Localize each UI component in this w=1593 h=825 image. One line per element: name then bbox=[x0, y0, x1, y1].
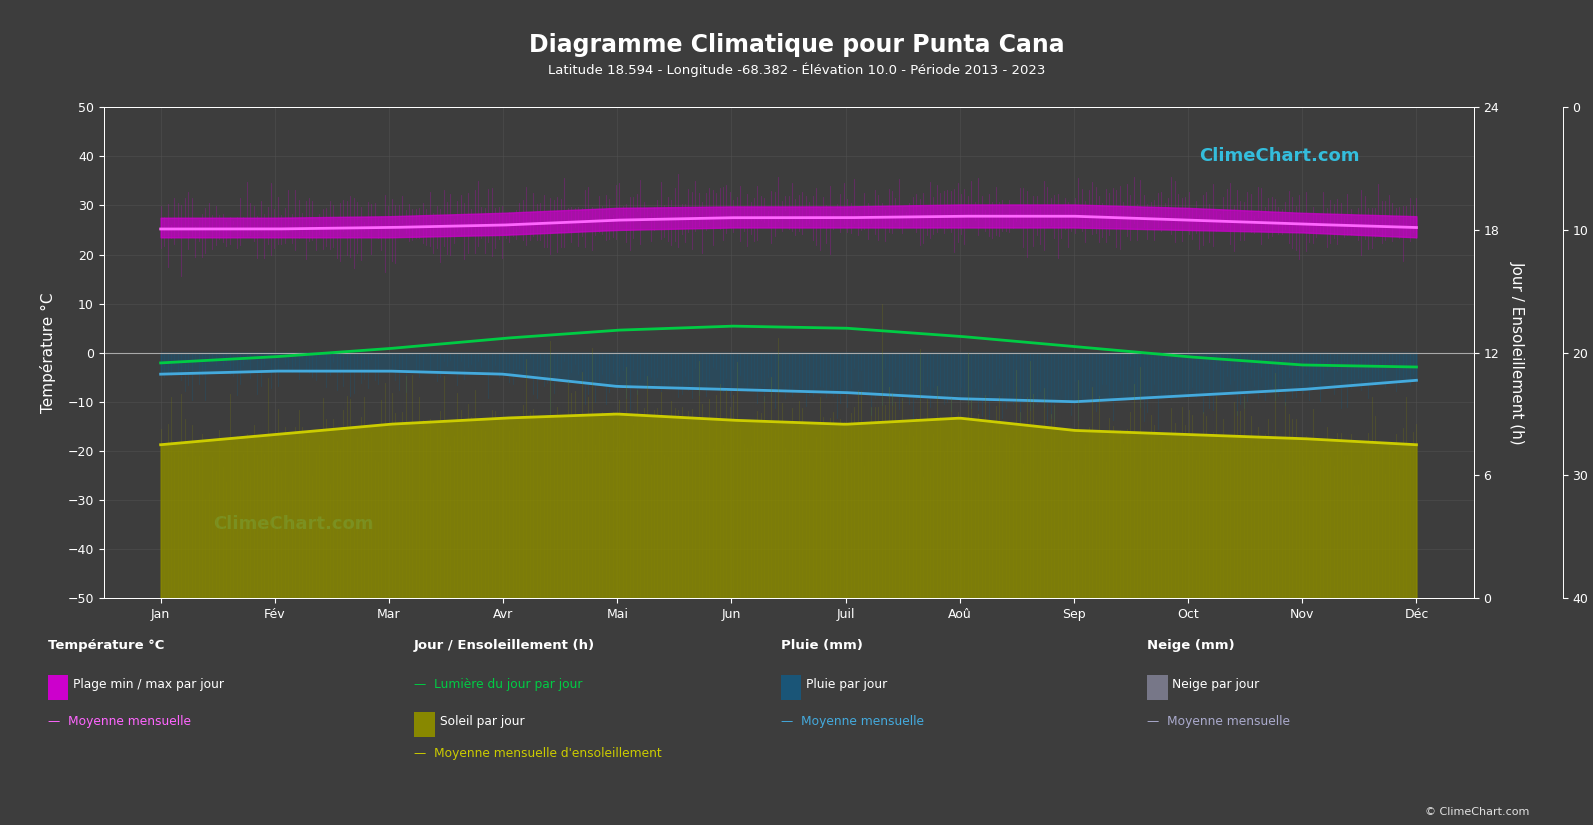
Text: —  Lumière du jour par jour: — Lumière du jour par jour bbox=[414, 678, 583, 691]
Y-axis label: Température °C: Température °C bbox=[40, 292, 56, 413]
Text: Pluie (mm): Pluie (mm) bbox=[781, 639, 862, 653]
Text: ClimeChart.com: ClimeChart.com bbox=[1200, 148, 1360, 165]
Text: Neige (mm): Neige (mm) bbox=[1147, 639, 1235, 653]
Text: Température °C: Température °C bbox=[48, 639, 164, 653]
Text: Neige par jour: Neige par jour bbox=[1172, 678, 1260, 691]
Text: Diagramme Climatique pour Punta Cana: Diagramme Climatique pour Punta Cana bbox=[529, 33, 1064, 58]
Text: Pluie par jour: Pluie par jour bbox=[806, 678, 887, 691]
Text: —  Moyenne mensuelle: — Moyenne mensuelle bbox=[781, 715, 924, 728]
Text: —  Moyenne mensuelle: — Moyenne mensuelle bbox=[1147, 715, 1290, 728]
Y-axis label: Jour / Ensoleillement (h): Jour / Ensoleillement (h) bbox=[1510, 261, 1525, 445]
Text: © ClimeChart.com: © ClimeChart.com bbox=[1424, 807, 1529, 817]
Text: Jour / Ensoleillement (h): Jour / Ensoleillement (h) bbox=[414, 639, 596, 653]
Text: ClimeChart.com: ClimeChart.com bbox=[213, 516, 374, 534]
Text: —  Moyenne mensuelle d'ensoleillement: — Moyenne mensuelle d'ensoleillement bbox=[414, 747, 663, 760]
Text: Plage min / max par jour: Plage min / max par jour bbox=[73, 678, 225, 691]
Text: Soleil par jour: Soleil par jour bbox=[440, 715, 524, 728]
Text: Latitude 18.594 - Longitude -68.382 - Élévation 10.0 - Période 2013 - 2023: Latitude 18.594 - Longitude -68.382 - Él… bbox=[548, 63, 1045, 78]
Text: —  Moyenne mensuelle: — Moyenne mensuelle bbox=[48, 715, 191, 728]
